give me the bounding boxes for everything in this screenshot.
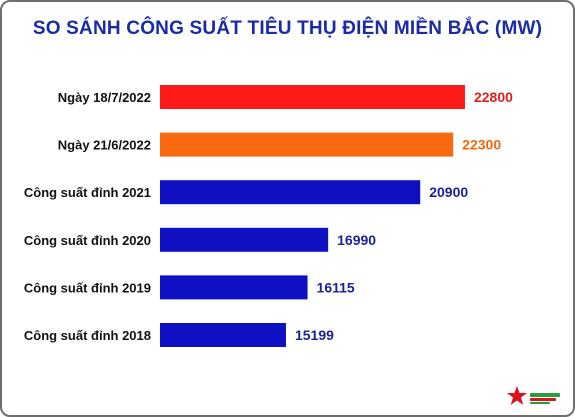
category-label: Ngày 18/7/2022 <box>58 90 151 105</box>
bar <box>160 275 308 300</box>
category-label: Ngày 21/6/2022 <box>58 138 151 153</box>
category-label: Công suất đỉnh 2020 <box>24 233 151 248</box>
value-label: 16990 <box>337 232 376 248</box>
red-star-logo-icon <box>507 386 560 405</box>
value-label: 16115 <box>317 279 355 295</box>
value-label: 22800 <box>474 89 513 105</box>
category-label: Công suất đỉnh 2018 <box>24 328 151 343</box>
category-label: Công suất đỉnh 2019 <box>24 280 151 295</box>
bar <box>160 323 286 347</box>
bar <box>160 227 329 252</box>
bar <box>160 85 465 109</box>
bar <box>160 132 454 157</box>
value-label: 22300 <box>462 137 501 153</box>
category-label: Công suất đỉnh 2021 <box>24 185 151 200</box>
chart-title: SO SÁNH CÔNG SUẤT TIÊU THỤ ĐIỆN MIỀN BẮC… <box>32 18 543 39</box>
value-label: 20900 <box>429 184 468 200</box>
bar <box>160 180 421 205</box>
value-label: 15199 <box>295 327 334 343</box>
